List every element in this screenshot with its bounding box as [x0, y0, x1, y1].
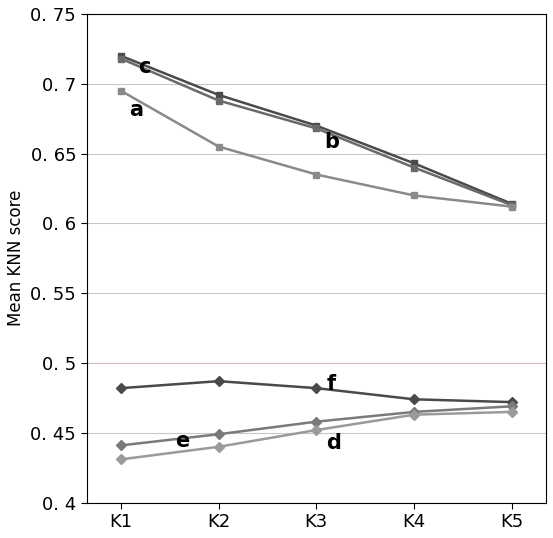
Text: f: f	[326, 374, 335, 394]
Text: e: e	[175, 431, 189, 451]
Text: a: a	[129, 100, 143, 121]
Text: d: d	[326, 433, 341, 452]
Text: b: b	[324, 132, 339, 152]
Y-axis label: Mean KNN score: Mean KNN score	[7, 190, 25, 327]
Text: c: c	[138, 57, 151, 77]
